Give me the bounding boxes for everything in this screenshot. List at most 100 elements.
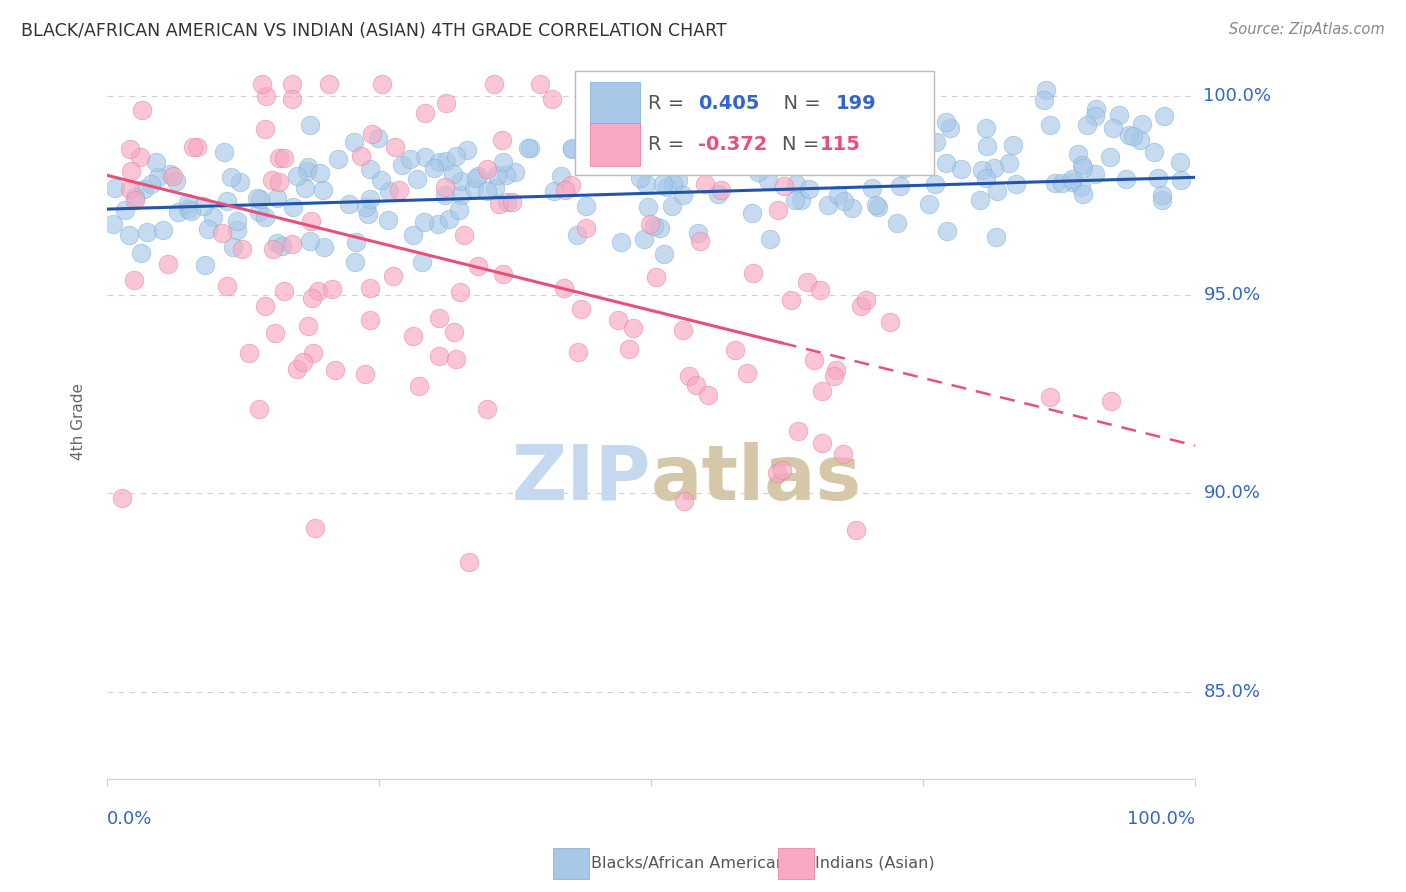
Point: [841, 201, 863, 215]
Point: [215, 279, 238, 293]
Point: [1146, 171, 1168, 186]
Point: [342, 135, 364, 149]
Point: [475, 161, 498, 176]
Point: [1038, 118, 1060, 132]
Point: [785, 177, 807, 191]
Point: [458, 555, 481, 569]
Point: [790, 193, 813, 207]
Point: [492, 267, 515, 281]
Point: [388, 183, 411, 197]
Point: [516, 140, 538, 154]
Point: [1071, 161, 1094, 176]
Point: [120, 163, 142, 178]
Point: [1153, 109, 1175, 123]
Point: [710, 183, 733, 197]
Point: [633, 232, 655, 246]
Point: [650, 220, 672, 235]
Point: [1001, 137, 1024, 152]
Point: [357, 206, 380, 220]
Point: [1152, 187, 1174, 202]
Point: [1168, 155, 1191, 169]
Point: [823, 368, 845, 383]
Point: [610, 235, 633, 250]
Point: [759, 232, 782, 246]
Point: [391, 158, 413, 172]
Point: [679, 143, 702, 157]
Point: [202, 211, 225, 225]
Point: [766, 203, 789, 218]
Text: atlas: atlas: [651, 442, 862, 516]
Point: [970, 162, 993, 177]
Point: [1071, 158, 1094, 172]
Point: [124, 273, 146, 287]
Point: [467, 169, 489, 183]
Point: [124, 190, 146, 204]
Text: 95.0%: 95.0%: [1204, 285, 1261, 303]
Text: 199: 199: [837, 95, 877, 113]
Point: [773, 179, 796, 194]
Point: [297, 318, 319, 333]
Point: [104, 181, 127, 195]
Point: [136, 226, 159, 240]
Point: [253, 211, 276, 225]
Point: [215, 194, 238, 209]
Point: [543, 185, 565, 199]
Point: [295, 164, 318, 178]
Point: [866, 200, 889, 214]
Point: [101, 217, 124, 231]
Point: [344, 255, 367, 269]
Point: [264, 326, 287, 341]
Point: [444, 352, 467, 367]
Point: [575, 220, 598, 235]
Point: [312, 182, 335, 196]
Point: [775, 113, 797, 128]
Point: [495, 169, 517, 183]
Point: [1084, 167, 1107, 181]
Point: [120, 182, 142, 196]
Point: [865, 198, 887, 212]
Point: [444, 149, 467, 163]
Text: 100.0%: 100.0%: [1128, 810, 1195, 828]
Point: [561, 142, 583, 156]
Point: [1101, 394, 1123, 409]
Text: 90.0%: 90.0%: [1204, 484, 1260, 502]
Point: [662, 177, 685, 191]
Point: [134, 182, 156, 196]
Text: R =: R =: [648, 95, 690, 113]
Text: N =: N =: [770, 95, 827, 113]
Point: [377, 213, 399, 227]
Point: [465, 171, 488, 186]
Point: [770, 463, 793, 477]
Point: [266, 191, 288, 205]
Point: [427, 154, 450, 169]
Point: [1084, 108, 1107, 122]
Point: [231, 243, 253, 257]
Point: [301, 291, 323, 305]
Point: [450, 187, 472, 202]
Point: [314, 240, 336, 254]
Point: [249, 192, 271, 206]
Point: [129, 245, 152, 260]
Point: [193, 199, 215, 213]
Text: ZIP: ZIP: [512, 442, 651, 516]
Point: [359, 313, 381, 327]
Point: [785, 110, 807, 124]
FancyBboxPatch shape: [591, 122, 640, 166]
Point: [637, 200, 659, 214]
Point: [735, 367, 758, 381]
Point: [686, 227, 709, 241]
Text: R =: R =: [648, 135, 690, 153]
Point: [1170, 173, 1192, 187]
Point: [935, 115, 957, 129]
Point: [541, 92, 564, 106]
Point: [350, 149, 373, 163]
Point: [128, 150, 150, 164]
Point: [304, 521, 326, 535]
Point: [1062, 171, 1084, 186]
Point: [939, 120, 962, 135]
Point: [845, 523, 868, 537]
Point: [936, 224, 959, 238]
Point: [690, 148, 713, 162]
Point: [1039, 390, 1062, 404]
FancyBboxPatch shape: [591, 82, 640, 126]
